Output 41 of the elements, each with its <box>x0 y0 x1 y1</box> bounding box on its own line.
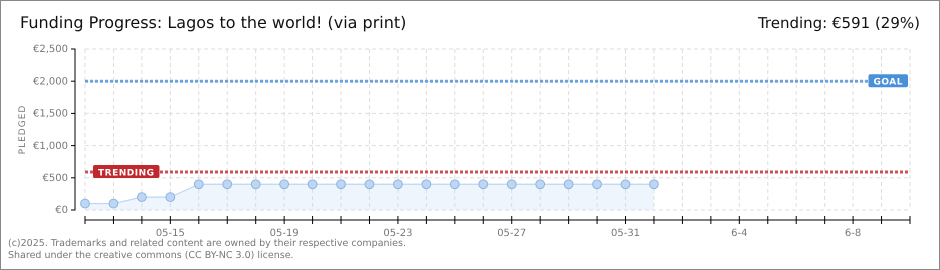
point <box>165 192 176 202</box>
point <box>80 198 90 208</box>
y-tick-label: €1,500 <box>33 108 68 120</box>
point <box>279 179 290 190</box>
x-tick-label: 05-31 <box>610 228 640 239</box>
y-tick-label: €500 <box>42 173 68 184</box>
point <box>364 179 374 190</box>
text: Shared under the creative commons (CC BY-NC 3.0) license. <box>8 250 294 261</box>
x-tick-label: 05-23 <box>383 228 412 239</box>
point <box>564 179 574 190</box>
point <box>222 179 232 190</box>
y-tick-label: €2,000 <box>33 76 68 88</box>
y-tick-label: €0 <box>55 205 68 216</box>
point <box>450 179 460 190</box>
point <box>250 179 261 190</box>
point <box>421 179 432 190</box>
point <box>108 198 118 208</box>
point <box>308 179 318 190</box>
y-tick-label: €2,500 <box>33 44 68 56</box>
x-tick-label: 05-27 <box>497 228 526 239</box>
x-tick-label: 05-15 <box>156 228 185 239</box>
x-tick-label: 6-4 <box>731 228 748 239</box>
point <box>620 179 630 190</box>
ref-line-label: TRENDING <box>98 168 154 178</box>
point <box>393 179 403 190</box>
point <box>194 179 204 190</box>
point <box>649 179 659 190</box>
text: (c)2025. Trademarks and related content are owned by their respective companies. <box>8 238 406 249</box>
chart-subtitle: Trending: €591 (29%) <box>756 14 920 32</box>
x-tick-label: 6-8 <box>844 228 862 239</box>
chart-title: Funding Progress: Lagos to the world! (via print) <box>20 13 406 32</box>
point <box>336 179 346 190</box>
x-tick-label: 05-19 <box>270 228 299 239</box>
point <box>506 179 517 190</box>
point <box>535 179 546 190</box>
point <box>478 179 488 190</box>
point <box>592 179 602 190</box>
y-axis-title: PLEDGED <box>18 104 28 154</box>
point <box>136 192 147 202</box>
ref-line-label: GOAL <box>874 78 903 88</box>
y-tick-label: €1,000 <box>33 140 68 152</box>
